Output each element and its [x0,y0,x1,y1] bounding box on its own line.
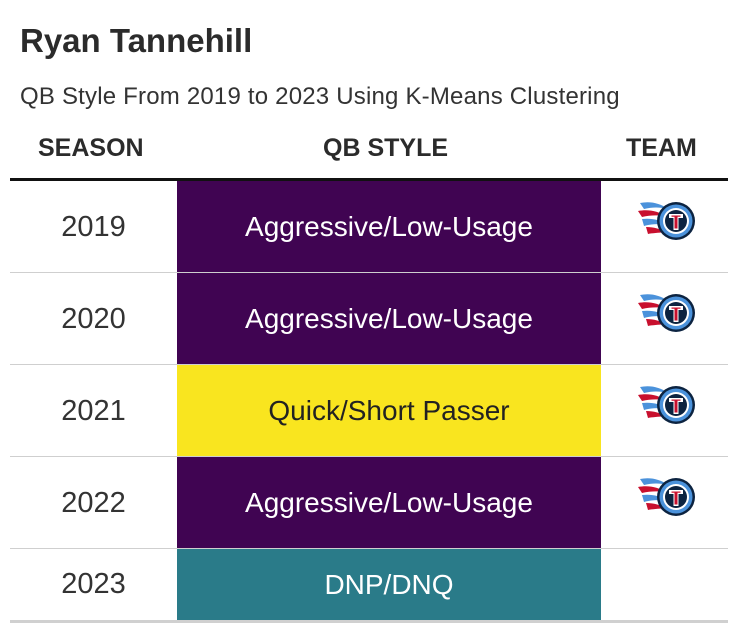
row-divider [10,364,728,365]
titans-logo-icon [638,473,698,519]
table-row: 2020 Aggressive/Low-Usage [10,273,728,365]
team-cell [601,365,728,457]
season-cell: 2021 [61,394,126,427]
qb-style-cell: DNP/DNQ [177,549,601,620]
team-cell [601,457,728,549]
qb-style-cell: Aggressive/Low-Usage [177,273,601,365]
team-cell [601,549,728,620]
table-row: 2021 Quick/Short Passer [10,365,728,457]
page-title: Ryan Tannehill [20,22,253,59]
season-cell: 2019 [61,210,126,243]
table-top-rule [10,178,728,181]
qb-style-cell: Aggressive/Low-Usage [177,181,601,273]
row-divider [10,548,728,549]
season-cell: 2022 [61,486,126,519]
qb-style-cell: Aggressive/Low-Usage [177,457,601,549]
titans-logo-icon [638,197,698,243]
table-bottom-rule [10,620,728,623]
team-column-header: TEAM [626,134,697,162]
season-cell: 2023 [61,568,126,600]
table-row: 2022 Aggressive/Low-Usage [10,457,728,549]
team-cell [601,181,728,273]
titans-logo-icon [638,289,698,335]
titans-logo-icon [638,381,698,427]
qb-style-cell: Quick/Short Passer [177,365,601,457]
row-divider [10,456,728,457]
team-cell [601,273,728,365]
table-row: 2019 Aggressive/Low-Usage [10,181,728,273]
season-cell: 2020 [61,302,126,335]
qb-style-column-header: QB STYLE [323,134,449,162]
page-subtitle: QB Style From 2019 to 2023 Using K-Means… [20,83,620,110]
season-column-header: SEASON [38,134,144,162]
table-row: 2023 DNP/DNQ [10,549,728,620]
row-divider [10,272,728,273]
